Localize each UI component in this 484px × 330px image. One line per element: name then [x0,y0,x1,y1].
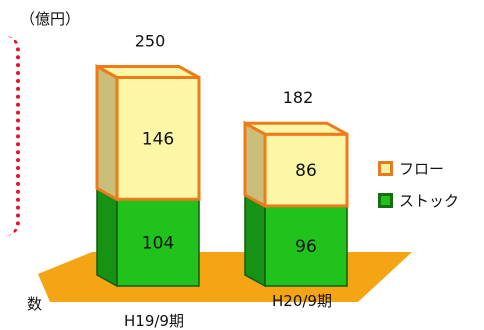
bar-stock-side-1 [244,193,266,288]
legend-item-stock: ストック [378,189,459,211]
chart-floor [38,252,412,302]
data-label-stock-1: 96 [295,237,317,257]
bar-stock-1 [264,205,348,287]
bar-flow-1 [263,132,349,208]
red-dotted-callout-fragment [0,36,20,236]
legend-label-flow: フロー [399,159,445,178]
bar-flow-side-1 [243,120,267,209]
legend-swatch-stock [378,192,393,208]
bar-flow-0 [115,76,201,201]
unit-label: （億円） [19,10,80,28]
data-label-flow-1: 86 [295,161,317,181]
x-tick-label-1: H20/9期 [272,292,332,310]
bar-top-0 [96,65,200,79]
bar-stock-side-0 [96,186,118,288]
data-label-flow-0: 146 [142,129,174,149]
bar-flow-side-0 [95,63,119,202]
data-label-total-1: 182 [283,88,314,107]
legend-item-flow: フロー [378,157,444,179]
data-label-total-0: 250 [135,32,166,51]
bar-top-1 [244,121,348,136]
legend-swatch-flow [378,160,393,176]
cut-off-text: 数 [27,295,43,313]
x-tick-label-0: H19/9期 [124,312,184,330]
bar-stock-0 [116,198,200,287]
legend-label-stock: ストック [399,191,460,210]
data-label-stock-0: 104 [142,234,174,254]
